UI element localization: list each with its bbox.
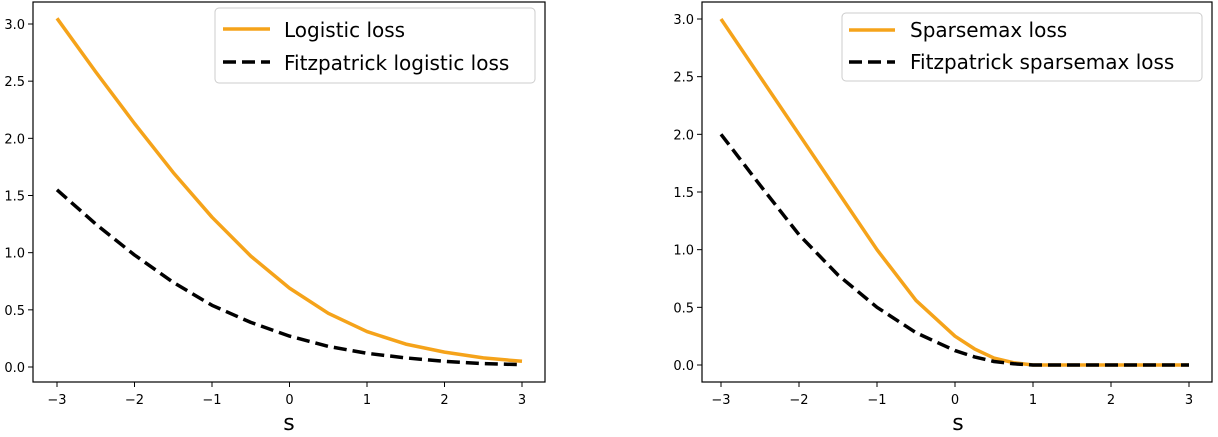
right-plot-panel: 0.0 0.5 1.0 1.5 2.0 2.5 3.0 −3 −2 −1 0 1 2 3 s Spars… — [673, 1, 1213, 436]
y-tick-label: 3.0 — [4, 18, 25, 33]
y-tick-label: 1.0 — [673, 244, 694, 259]
x-tick-label: 2 — [440, 393, 448, 408]
y-tick-label: 2.0 — [4, 132, 25, 147]
y-tick-label: 0.0 — [4, 361, 25, 376]
left-y-axis: 0.0 0.5 1.0 1.5 2.0 2.5 3.0 — [4, 18, 33, 376]
right-legend-box — [841, 12, 1203, 82]
right-x-axis: −3 −2 −1 0 1 2 3 — [711, 382, 1193, 408]
x-tick-label: −3 — [47, 393, 66, 408]
x-tick-label: −3 — [711, 393, 730, 408]
series-line-1 — [55, 188, 523, 367]
y-tick-label: 2.5 — [4, 75, 25, 90]
series-line-0 — [55, 17, 523, 364]
y-tick-label: 1.5 — [4, 190, 25, 205]
left-legend-label-2: Fitzpatrick logistic loss — [284, 51, 509, 75]
left-legend-label-1: Logistic loss — [284, 18, 405, 42]
left-x-axis-label: s — [283, 411, 294, 433]
y-tick-label: 1.0 — [4, 247, 25, 262]
y-tick-label: 3.0 — [673, 13, 694, 28]
left-plot-lines — [55, 17, 523, 367]
y-tick-label: 2.0 — [673, 128, 694, 143]
y-tick-label: 1.5 — [673, 186, 694, 201]
x-tick-label: 0 — [285, 393, 293, 408]
left-plot-panel: 0.0 0.5 1.0 1.5 2.0 2.5 3.0 −3 −2 −1 0 1 2 3 s Logis… — [4, 1, 546, 436]
left-x-axis: −3 −2 −1 0 1 2 3 — [47, 382, 526, 408]
y-tick-label: 2.5 — [673, 71, 694, 86]
x-tick-label: −1 — [202, 393, 221, 408]
x-tick-label: −2 — [125, 393, 144, 408]
left-legend: Logistic loss Fitzpatrick logistic loss — [214, 7, 536, 84]
x-tick-label: 3 — [518, 393, 526, 408]
right-legend: Sparsemax loss Fitzpatrick sparsemax los… — [841, 12, 1203, 82]
left-legend-box — [214, 7, 536, 84]
right-plot-lines — [719, 18, 1189, 367]
y-tick-label: 0.0 — [673, 359, 694, 374]
y-tick-label: 0.5 — [673, 301, 694, 316]
right-legend-label-1: Sparsemax loss — [910, 18, 1067, 42]
y-tick-label: 0.5 — [4, 304, 25, 319]
x-tick-label: 3 — [1185, 393, 1193, 408]
right-x-axis-label: s — [952, 411, 963, 433]
x-tick-label: −1 — [867, 393, 886, 408]
x-tick-label: −2 — [789, 393, 808, 408]
x-tick-label: 1 — [363, 393, 371, 408]
series-line-1 — [719, 133, 1189, 367]
x-tick-label: 1 — [1029, 393, 1037, 408]
right-y-axis: 0.0 0.5 1.0 1.5 2.0 2.5 3.0 — [673, 13, 702, 374]
right-legend-label-2: Fitzpatrick sparsemax loss — [910, 50, 1174, 74]
x-tick-label: 2 — [1107, 393, 1115, 408]
x-tick-label: 0 — [951, 393, 959, 408]
